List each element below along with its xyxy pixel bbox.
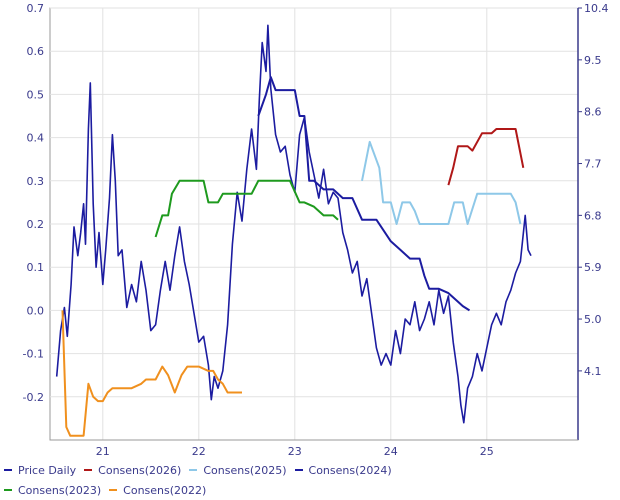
legend-label: Consens(2023) [18,483,102,497]
legend-swatch [109,489,118,491]
y-right-tick-label: 4.1 [584,365,602,378]
legend-label: Consens(2026) [98,463,182,477]
x-tick-label: 21 [96,445,110,458]
y-right-tick-label: 8.6 [584,106,602,119]
series-line-consens-2024 [257,76,471,312]
legend-item: Consens(2025) [189,463,287,477]
legend-label: Consens(2024) [308,463,392,477]
x-tick-label: 25 [480,445,494,458]
legend-item: Consens(2024) [294,463,392,477]
legend-swatch [4,469,12,471]
y-left-tick-label: -0.1 [23,348,44,361]
legend-label: Price Daily [18,463,77,477]
y-left-tick-label: -0.2 [23,391,44,404]
y-right-tick-label: 9.5 [584,54,602,67]
y-left-tick-label: 0.7 [27,2,45,15]
legend-item: Consens(2022) [109,484,206,497]
legend: Price Daily Consens(2026) Consens(2025) Con… [4,460,616,500]
series-line-consens-2022 [61,310,242,437]
y-left-tick-label: 0.3 [27,175,45,188]
y-left-tick-label: 0.1 [27,261,45,274]
series-line-consens-2023 [154,179,339,238]
legend-item: Consens(2026) [84,464,181,477]
y-left-tick-label: 0.0 [27,304,45,317]
y-left-tick-label: 0.5 [27,88,45,101]
y-right-tick-label: 10.4 [584,2,609,15]
chart-svg: 0.7 0.6 0.5 0.4 0.3 0.2 0.1 0.0 -0.1 -0.2 21 22 23 24… [23,2,609,458]
y-left-tick-label: 0.4 [27,132,45,145]
series-line-consens-2025 [361,140,522,225]
legend-row: Price Daily Consens(2026) Consens(2025) Con… [4,460,616,480]
legend-label: Consens(2025) [203,463,287,477]
y-left-tick-label: 0.6 [27,45,45,58]
legend-row: Consens(2023) Consens(2022) [4,480,616,500]
y-left-tick-label: 0.2 [27,218,45,231]
legend-item: Consens(2023) [4,484,101,497]
legend-item: Price Daily [4,464,76,477]
y-right-tick-label: 5.9 [584,261,602,274]
y-right-tick-label: 5.0 [584,313,602,326]
x-tick-label: 23 [288,445,302,458]
x-tick-label: 24 [384,445,398,458]
legend-label: Consens(2022) [123,483,207,497]
y-right-tick-label: 7.7 [584,158,602,171]
y-right-tick-label: 6.8 [584,209,602,222]
series-line-price-daily [55,24,532,424]
x-tick-label: 22 [192,445,206,458]
legend-swatch [84,469,93,471]
series-line-consens-2026 [447,128,525,186]
legend-swatch [189,469,198,471]
legend-swatch [294,469,303,471]
legend-swatch [4,489,12,491]
